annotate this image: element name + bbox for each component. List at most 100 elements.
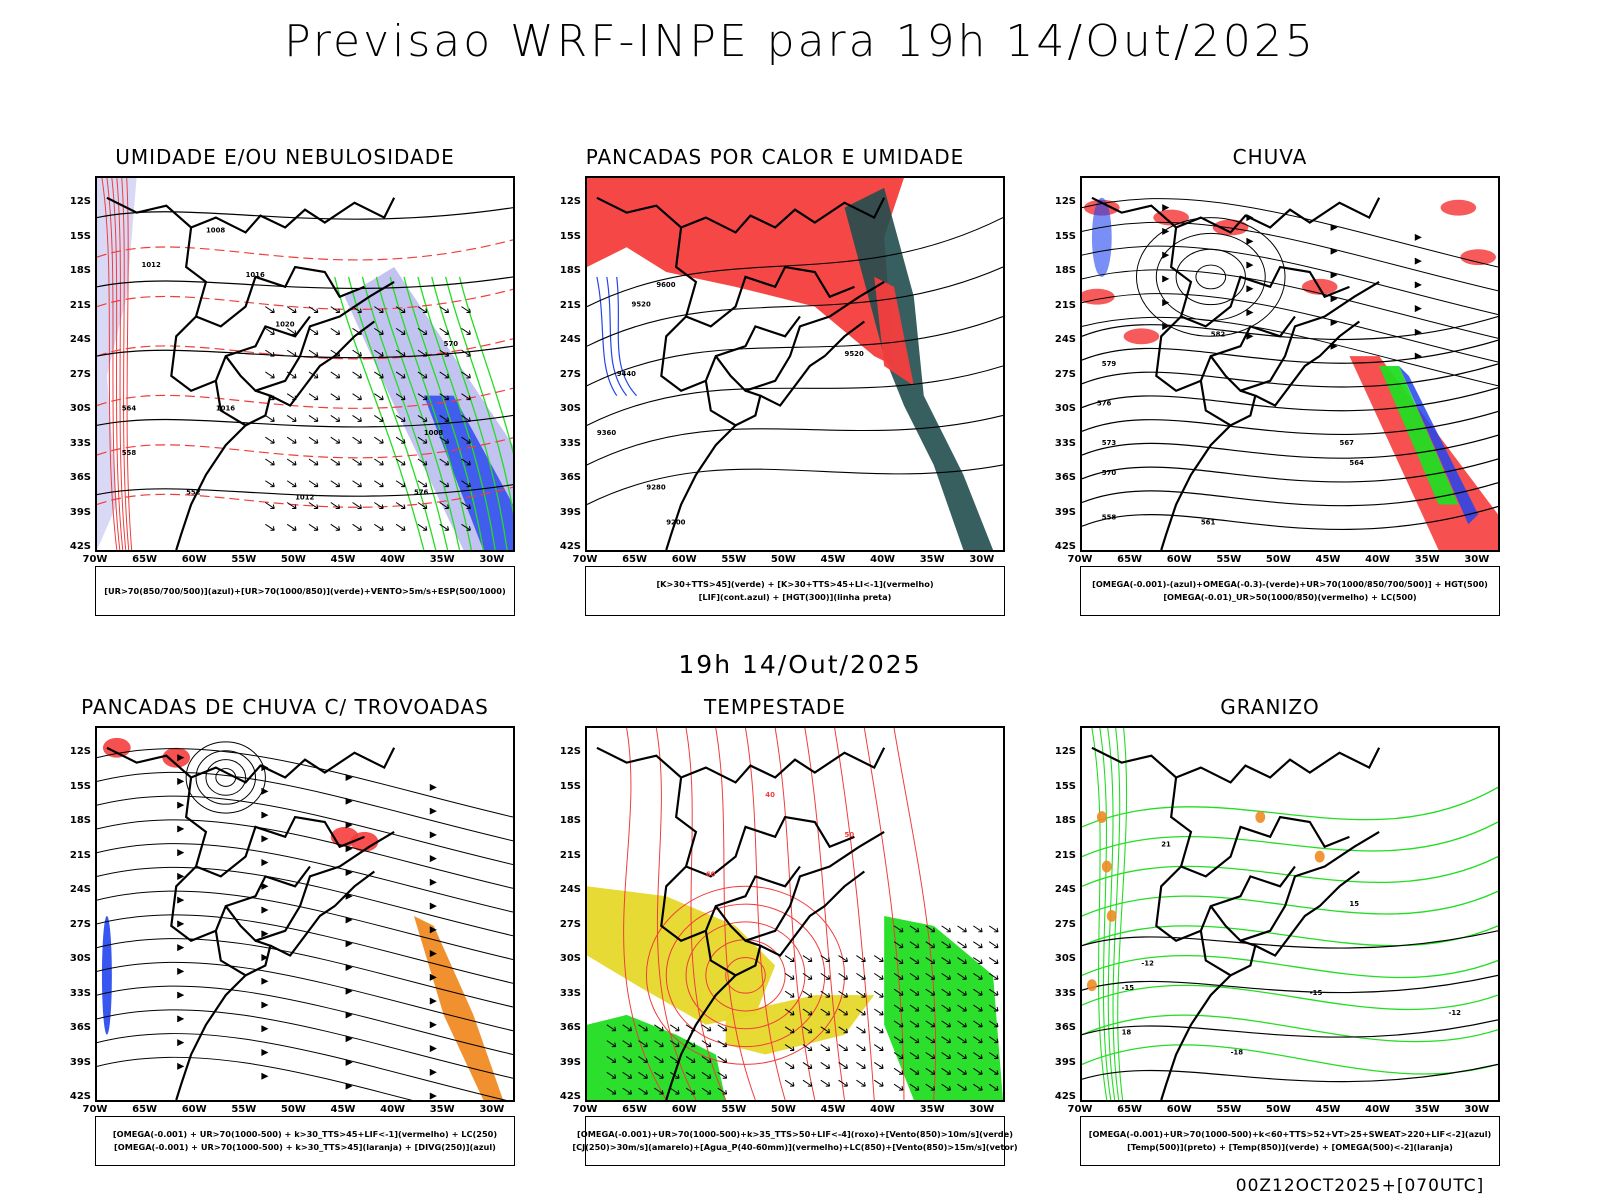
wind-vector — [265, 436, 275, 444]
wind-vector — [838, 1008, 848, 1016]
lat-tick-label: 36S — [1054, 1022, 1076, 1033]
streamline — [97, 866, 513, 937]
lon-tick-label: 35W — [429, 1104, 455, 1115]
lat-tick-label: 12S — [69, 196, 91, 207]
wind-vector — [395, 327, 406, 335]
streamline-arrow — [177, 872, 185, 880]
streamline-arrow — [1330, 295, 1338, 303]
wind-vector — [352, 371, 362, 379]
country-border — [214, 380, 272, 427]
wind-vector — [820, 1008, 831, 1016]
geopotential-contour — [587, 414, 1003, 466]
panel-pancadas-calor: PANCADAS POR CALOR E UMIDADE 9600 9520 944… — [545, 145, 1005, 628]
wind-vector — [439, 436, 450, 444]
wind-vector — [286, 415, 297, 422]
streamline-arrow — [345, 774, 353, 781]
lat-tick-label: 36S — [69, 472, 91, 483]
lon-tick-label: 65W — [132, 1104, 158, 1115]
legend-line: [OMEGA(-0.01)_UR>50(1000/850)(vermelho) … — [1163, 592, 1417, 602]
thickness-contour-red — [121, 178, 130, 550]
contour-line — [97, 414, 513, 428]
streamline — [1082, 221, 1498, 292]
streamline-arrow — [1414, 233, 1422, 241]
wind-vector — [265, 502, 275, 509]
streamline-cyclone — [725, 957, 766, 994]
contour-label: 9520 — [632, 301, 651, 309]
wind-vector — [439, 458, 450, 466]
streamline-arrow — [429, 950, 437, 957]
wind-vector — [286, 371, 297, 379]
wind-vector — [330, 458, 341, 466]
humidity-contour-green — [361, 276, 449, 550]
wind-vector — [330, 393, 341, 401]
streamline-arrow — [261, 859, 269, 866]
wind-vector — [893, 1083, 904, 1091]
panel-title: CHUVA — [1232, 145, 1308, 169]
wind-vector — [395, 371, 406, 379]
wind-vector — [973, 957, 983, 964]
panel-legend: [UR>70(850/700/500)](azul)+[UR>70(1000/8… — [95, 566, 515, 616]
wind-vector — [685, 1071, 696, 1079]
wind-vector — [802, 1044, 813, 1052]
streamline-arrow — [1414, 281, 1422, 289]
contour-label: 9200 — [666, 518, 685, 526]
lon-tick-label: 60W — [671, 1104, 697, 1115]
streamline — [97, 985, 513, 1055]
omega-patch-orange — [1314, 850, 1325, 863]
wind-vector — [957, 1067, 967, 1075]
thickness-contour-red — [116, 178, 127, 550]
wind-vector — [685, 1056, 696, 1063]
wind-vector — [308, 327, 319, 335]
wind-vector — [873, 1044, 884, 1052]
contour-label: 1012 — [142, 261, 161, 269]
lon-tick-label: 65W — [1117, 1104, 1143, 1115]
wind-vector — [622, 1087, 633, 1095]
streamline-arrow — [429, 878, 437, 886]
lat-tick-label: 30S — [69, 403, 91, 414]
wind-vector — [873, 1008, 884, 1016]
country-border — [106, 196, 396, 234]
contour-line — [1082, 434, 1498, 459]
country-border — [175, 974, 247, 1100]
panel-legend: [OMEGA(-0.001)+UR>70(1000-500)+k<60+TTS>… — [1080, 1116, 1500, 1166]
legend-line: [OMEGA(-0.001)-(azul)+OMEGA(-0.3)-(verde… — [1092, 579, 1488, 589]
wind-vector — [606, 1040, 617, 1048]
wind-vector — [909, 1004, 920, 1012]
wind-vector — [374, 436, 384, 444]
streamline-arrow — [261, 1049, 269, 1056]
lon-tick-label: 30W — [969, 1104, 995, 1115]
wind-vector — [265, 349, 275, 357]
wind-vector — [606, 1071, 617, 1079]
lat-tick-label: 36S — [1054, 472, 1076, 483]
wind-vector — [265, 480, 275, 488]
wind-vector — [802, 1026, 813, 1034]
wind-vector — [654, 1071, 664, 1079]
wind-vector — [820, 1061, 831, 1069]
wind-vector — [717, 1056, 728, 1063]
geopotential-contour — [587, 266, 1003, 347]
streamline-arrow — [429, 783, 437, 791]
country-border — [1169, 777, 1350, 878]
streamline-arrow — [429, 1021, 437, 1029]
lat-tick-label: 33S — [1054, 987, 1076, 999]
wind-vector — [265, 415, 275, 422]
wind-vector — [395, 480, 406, 488]
streamline-arrow — [177, 825, 185, 833]
wind-vector — [893, 1020, 904, 1028]
wind-vector — [439, 480, 450, 488]
wind-vector — [941, 925, 951, 933]
lon-tick-label: 70W — [82, 1104, 108, 1115]
lat-tick-label: 18S — [1054, 265, 1076, 276]
wind-vector — [856, 1079, 866, 1087]
lon-tick-label: 30W — [1464, 554, 1490, 565]
wind-vector — [909, 957, 920, 964]
streamline — [97, 890, 513, 960]
lat-tick-label: 42S — [559, 1091, 581, 1102]
country-border — [269, 870, 375, 957]
precipitable-water-contour — [804, 728, 846, 1100]
contour-label: 558 — [122, 449, 137, 457]
lat-tick-label: 18S — [69, 265, 91, 276]
contour-label: 50 — [845, 831, 855, 839]
streamline-arrow — [1162, 322, 1170, 330]
streamline — [97, 938, 513, 1008]
